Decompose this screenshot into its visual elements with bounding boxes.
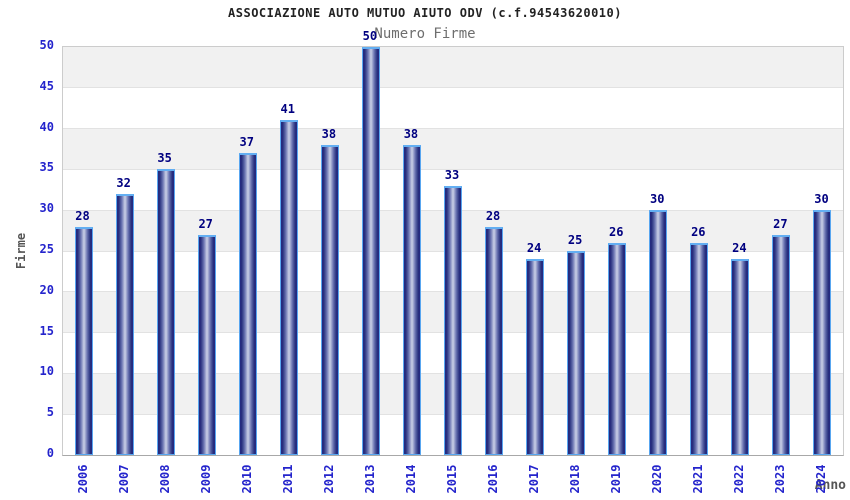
x-tick-label: 2023 (773, 464, 788, 494)
y-tick-label: 40 (39, 119, 54, 134)
bar-value-label: 35 (157, 151, 172, 166)
x-tick-label: 2007 (116, 464, 131, 494)
bar-value-label: 32 (116, 175, 131, 190)
bar (74, 226, 93, 455)
plot-band (63, 47, 843, 88)
x-tick-label: 2018 (568, 464, 583, 494)
y-tick-label: 35 (39, 160, 54, 175)
bar-value-label: 38 (403, 126, 419, 141)
bar (567, 251, 586, 455)
y-tick-label: 30 (39, 201, 54, 216)
chart-title: ASSOCIAZIONE AUTO MUTUO AIUTO ODV (c.f.9… (228, 6, 622, 20)
bar (402, 144, 421, 455)
plot-area (62, 46, 844, 456)
bar-value-label: 24 (732, 241, 747, 256)
bar (649, 210, 668, 455)
bar (279, 120, 298, 455)
y-tick-label: 0 (46, 446, 54, 460)
bar (608, 242, 627, 455)
x-tick-label: 2017 (527, 464, 542, 494)
y-tick-label: 10 (39, 364, 54, 379)
bar (156, 169, 175, 455)
x-tick-label: 2012 (321, 464, 336, 494)
bar (115, 193, 134, 455)
bar (772, 234, 791, 455)
bar-value-label: 27 (198, 216, 213, 231)
x-tick-label: 2010 (239, 464, 254, 494)
bar (813, 210, 832, 455)
bar-value-label: 24 (526, 241, 542, 256)
y-tick-label: 15 (39, 323, 54, 338)
chart-subtitle: Numero Firme (374, 26, 476, 42)
bar-value-label: 38 (321, 126, 337, 141)
bar-value-label: 26 (608, 224, 624, 239)
x-axis-title: Anno (814, 478, 846, 493)
bar (690, 242, 709, 455)
bar (320, 144, 339, 455)
x-tick-label: 2016 (486, 464, 501, 494)
bar (238, 153, 257, 455)
bar (444, 185, 462, 455)
bar (361, 47, 380, 455)
x-tick-label: 2008 (157, 464, 172, 494)
bar-value-label: 33 (444, 167, 460, 182)
bar-value-label: 27 (773, 216, 788, 231)
gridline (63, 87, 843, 89)
x-tick-label: 2024 (814, 464, 829, 494)
bar-value-label: 26 (691, 224, 706, 239)
x-tick-label: 2006 (75, 464, 90, 494)
bar-value-label: 30 (650, 192, 665, 207)
y-tick-label: 50 (39, 38, 54, 52)
y-tick-label: 25 (39, 242, 54, 256)
x-tick-label: 2014 (403, 464, 418, 494)
bar (526, 259, 545, 455)
plot-band (63, 128, 843, 170)
bar-value-label: 25 (567, 233, 583, 247)
x-tick-label: 2020 (650, 464, 665, 494)
x-tick-label: 2019 (609, 464, 624, 494)
bar-value-label: 28 (485, 208, 501, 223)
bar (197, 234, 216, 455)
bar-value-label: 30 (814, 192, 829, 207)
x-tick-label: 2021 (691, 464, 706, 494)
y-tick-label: 20 (39, 282, 54, 297)
bar-value-label: 50 (362, 29, 378, 43)
x-tick-label: 2013 (362, 464, 377, 494)
y-tick-label: 5 (46, 405, 54, 420)
y-tick-label: 45 (39, 78, 54, 93)
x-tick-label: 2009 (198, 464, 213, 494)
bar (731, 259, 750, 455)
bar-value-label: 28 (75, 208, 90, 223)
gridline (63, 168, 843, 170)
x-tick-label: 2015 (445, 464, 459, 494)
bar-value-label: 41 (280, 102, 295, 117)
x-tick-label: 2011 (280, 464, 295, 494)
x-tick-label: 2022 (732, 464, 747, 494)
bar (485, 226, 504, 455)
bar-value-label: 37 (239, 135, 254, 150)
gridline (63, 128, 843, 130)
